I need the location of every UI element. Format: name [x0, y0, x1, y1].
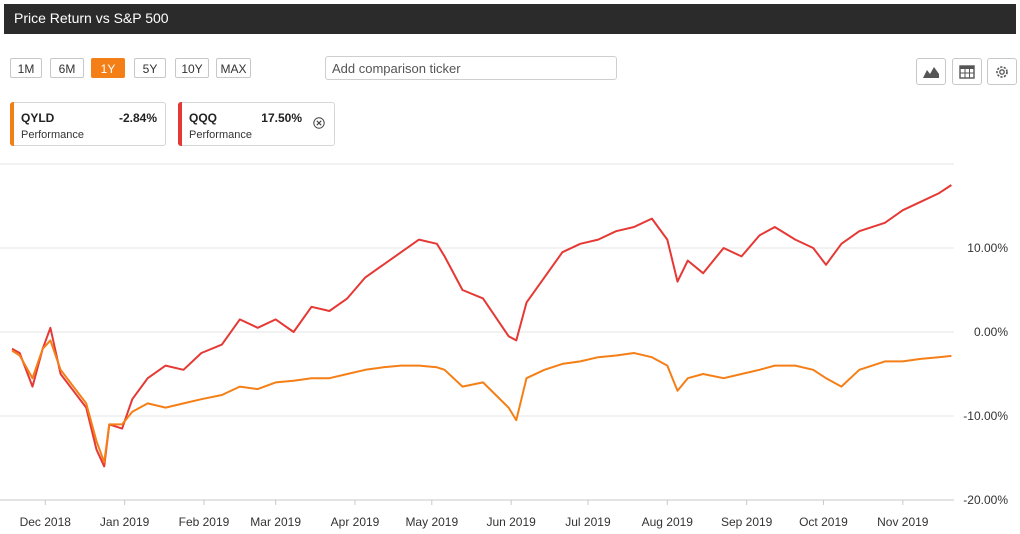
title-bar: Price Return vs S&P 500 — [4, 4, 1016, 34]
series-line-qqq — [11, 184, 952, 468]
ticker-card-qyld[interactable]: QYLD -2.84% Performance — [10, 102, 166, 146]
card-label: Performance — [21, 129, 84, 141]
range-button-10y[interactable]: 10Y — [175, 58, 209, 78]
x-tick-label: Oct 2019 — [799, 515, 848, 529]
y-tick-label: 0.00% — [974, 325, 1008, 339]
series-color-bar — [178, 102, 182, 146]
range-button-max[interactable]: MAX — [216, 58, 251, 78]
x-tick-label: Jul 2019 — [565, 515, 611, 529]
comparison-ticker-input[interactable] — [325, 56, 617, 80]
x-tick-label: Sep 2019 — [721, 515, 773, 529]
card-ticker: QYLD — [21, 111, 55, 125]
page-title: Price Return vs S&P 500 — [14, 10, 169, 26]
settings-button[interactable] — [987, 58, 1017, 85]
y-tick-label: -10.00% — [963, 409, 1008, 423]
card-label: Performance — [189, 129, 252, 141]
table-view-button[interactable] — [952, 58, 982, 85]
range-button-1y[interactable]: 1Y — [91, 58, 125, 78]
x-tick-label: May 2019 — [405, 515, 458, 529]
area-chart-button[interactable] — [916, 58, 946, 85]
series-color-bar — [10, 102, 14, 146]
x-tick-label: Feb 2019 — [179, 515, 230, 529]
ticker-card-qqq[interactable]: QQQ 17.50% Performance — [178, 102, 335, 146]
y-tick-label: 10.00% — [967, 241, 1008, 255]
x-tick-label: Apr 2019 — [331, 515, 380, 529]
card-performance-value: -2.84% — [118, 111, 157, 125]
card-ticker: QQQ — [189, 111, 218, 125]
x-tick-label: Jun 2019 — [486, 515, 536, 529]
range-button-1m[interactable]: 1M — [10, 58, 42, 78]
y-tick-label: -20.00% — [963, 493, 1008, 507]
x-tick-label: Dec 2018 — [20, 515, 72, 529]
area-chart-icon — [923, 66, 939, 78]
range-button-6m[interactable]: 6M — [50, 58, 84, 78]
remove-comparison-icon[interactable] — [313, 117, 325, 129]
x-tick-label: Mar 2019 — [250, 515, 301, 529]
x-tick-label: Nov 2019 — [877, 515, 929, 529]
gear-icon — [996, 65, 1008, 78]
table-icon — [959, 64, 975, 79]
range-button-5y[interactable]: 5Y — [134, 58, 166, 78]
card-performance-value: 17.50% — [261, 111, 302, 125]
series-line-qyld — [11, 339, 952, 464]
price-return-chart: 10.00% 0.00% -10.00% -20.00% Dec 2018 Jan 20… — [0, 163, 1008, 529]
x-tick-label: Jan 2019 — [100, 515, 150, 529]
x-tick-label: Aug 2019 — [642, 515, 694, 529]
